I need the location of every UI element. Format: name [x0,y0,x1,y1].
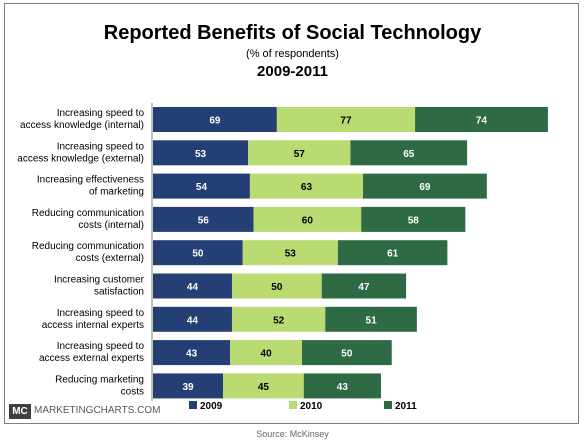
data-label-2009: 53 [195,149,207,160]
data-label-2010: 45 [258,382,270,393]
stacked-bar-chart: Increasing speed to access knowledge (int… [17,103,548,412]
category-label: Reducing marketing costs [55,374,144,397]
data-label-2011: 65 [403,149,415,160]
data-label-2011: 50 [341,349,353,360]
data-label-2010: 40 [261,349,273,360]
data-label-2009: 50 [192,249,204,260]
legend-swatch-2009 [189,401,197,409]
bar-segment-2009 [153,107,277,132]
category-label: Reducing communication costs (external) [32,241,144,264]
data-label-2011: 43 [337,382,349,393]
legend-label-2009: 2009 [200,401,223,412]
data-label-2010: 60 [302,215,314,226]
legend-swatch-2010 [289,401,297,409]
data-label-2010: 50 [271,282,283,293]
data-label-2011: 69 [419,182,431,193]
category-label: Increasing effectiveness of marketing [37,175,144,198]
chart-title: Reported Benefits of Social Technology [103,22,482,44]
data-label-2009: 44 [187,282,199,293]
chart-subtitle: (% of respondents) [246,48,339,60]
data-label-2010: 63 [301,182,313,193]
chart-year-range: 2009-2011 [257,63,328,80]
bar-segment-2009 [153,273,232,299]
data-label-2010: 52 [273,315,285,326]
bar-segment-2009 [153,306,232,332]
bar-segment-2010 [230,340,302,366]
category-label: Reducing communication costs (internal) [32,208,144,231]
bar-segment-2010 [248,140,351,166]
legend-label-2011: 2011 [395,401,417,412]
data-label-2010: 53 [285,249,297,260]
bar-segment-2009 [153,373,224,399]
data-label-2009: 43 [186,349,198,360]
bar-segment-2010 [253,206,362,232]
bar-segment-2011 [301,340,392,366]
bar-segment-2011 [325,306,417,332]
site-name: MARKETINGCHARTS.COM [34,405,161,416]
data-label-2011: 51 [366,315,378,326]
bar-segment-2010 [231,306,326,332]
data-label-2011: 61 [387,249,399,260]
bar-segment-2011 [363,173,487,199]
data-label-2011: 58 [408,215,420,226]
data-label-2009: 44 [187,315,199,326]
legend-label-2010: 2010 [300,401,323,412]
category-label: Increasing speed to access internal exper… [42,308,145,331]
data-label-2010: 57 [294,149,306,160]
bar-segment-2010 [242,240,338,266]
bar-segment-2010 [276,107,416,132]
category-label: Increasing speed to access knowledge (ext… [17,141,144,164]
bar-segment-2011 [321,273,407,299]
bar-segment-2009 [153,240,243,266]
bar-segment-2010 [231,273,322,299]
category-label: Increasing customer satisfaction [54,275,145,298]
data-label-2009: 69 [209,116,221,127]
bar-segment-2011 [415,107,548,132]
data-label-2009: 56 [198,215,210,226]
bar-segment-2009 [153,340,231,366]
bar-segment-2009 [153,173,250,199]
source-note: Source: McKinsey [256,429,329,439]
bar-segment-2010 [223,373,304,399]
category-label: Increasing speed to access knowledge (int… [20,108,144,131]
bar-segment-2011 [361,206,466,232]
bar-segment-2009 [153,206,254,232]
bar-segment-2011 [350,140,468,166]
data-label-2011: 74 [476,116,488,127]
category-label: Increasing speed to access external exper… [39,341,145,364]
bar-segment-2011 [303,373,381,399]
bar-segment-2009 [153,140,249,166]
marketingcharts-logo: MC [9,404,31,419]
legend-swatch-2011 [384,401,392,409]
data-label-2010: 77 [340,116,352,127]
data-label-2009: 39 [182,382,194,393]
data-label-2011: 47 [358,282,370,293]
bar-segment-2010 [249,173,364,199]
data-label-2009: 54 [196,182,208,193]
bar-segment-2011 [337,240,448,266]
